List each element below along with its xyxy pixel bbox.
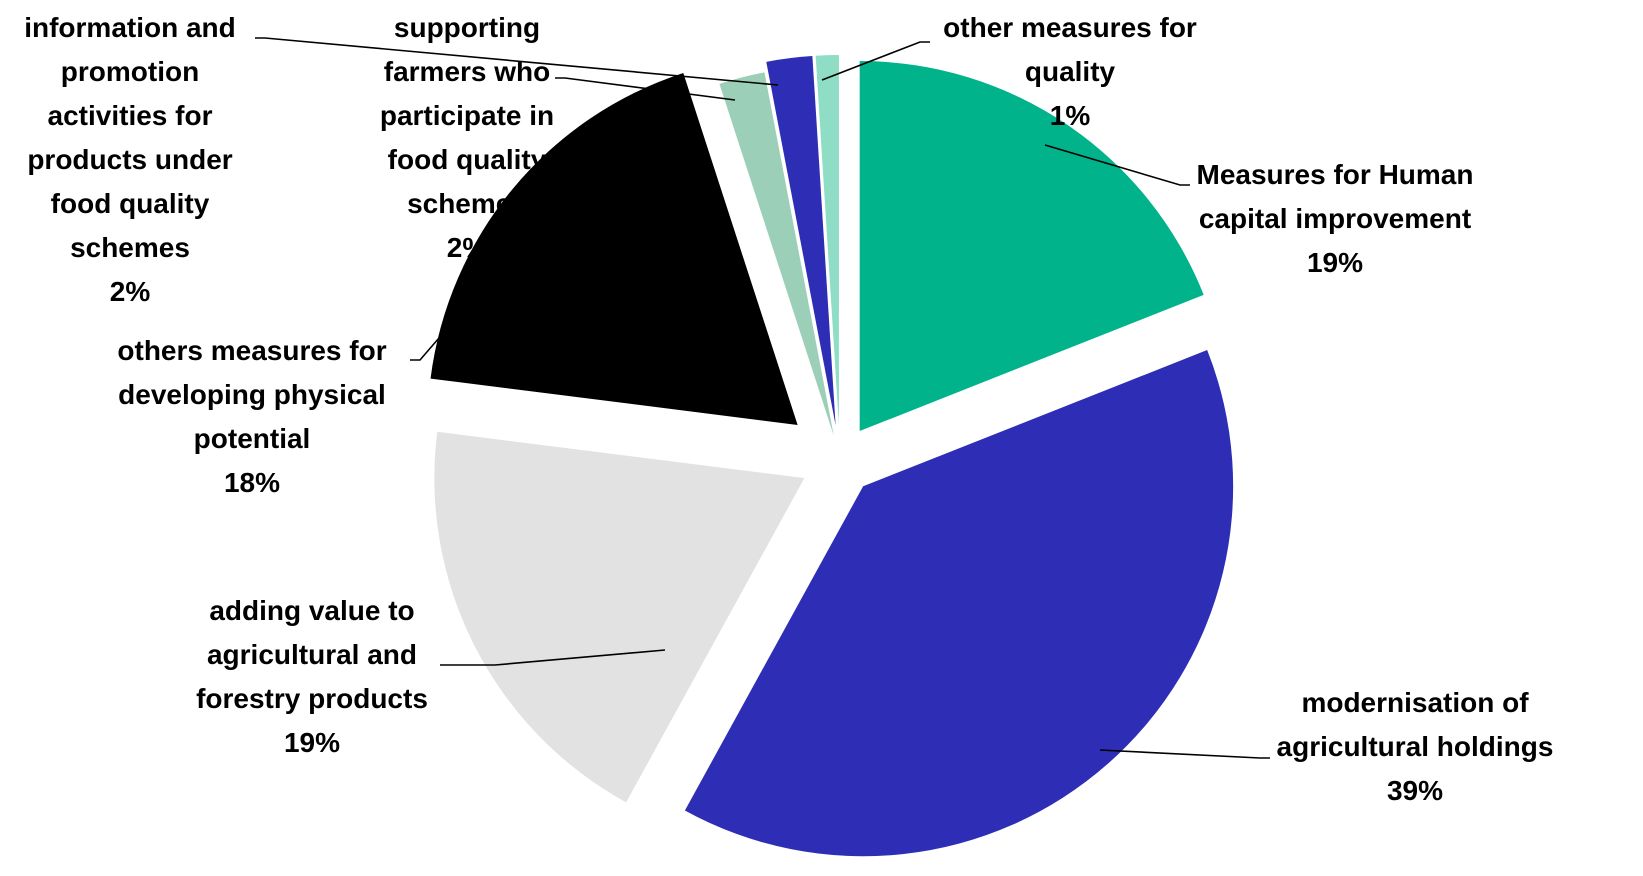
slice-label-line: quality <box>1025 56 1116 87</box>
leader-line-supporting-farmers <box>555 77 736 101</box>
slice-label-line: potential <box>194 423 311 454</box>
leader-line-adding-value <box>440 649 666 666</box>
slice-percent-label: 19% <box>284 727 340 758</box>
slice-label-line: products under <box>27 144 232 175</box>
pie-slice-other-quality <box>815 55 839 426</box>
leader-lines <box>255 37 1270 759</box>
slice-label-line: activities for <box>48 100 213 131</box>
leader-line-physical-potential <box>410 249 516 361</box>
slice-labels: Measures for Human capital improvement 19%… <box>24 12 1553 806</box>
slice-percent-label: 1% <box>1050 100 1091 131</box>
pie-slices <box>430 55 1234 857</box>
slice-label-line: participate in <box>380 100 554 131</box>
slice-label-line: modernisation of <box>1301 687 1529 718</box>
pie-slice-info-promotion <box>719 72 834 436</box>
pie-slice-supporting-farmers <box>766 56 836 426</box>
slice-percent-label: 18% <box>224 467 280 498</box>
slice-label-line: schemes <box>70 232 190 263</box>
pie-slice-human-capital <box>859 61 1204 432</box>
slice-label-line: farmers who <box>384 56 551 87</box>
leader-line-other-quality <box>821 41 930 81</box>
slice-label-line: developing physical <box>118 379 386 410</box>
slice-label-line: Measures for Human <box>1197 159 1474 190</box>
slice-label-adding-value: adding value to agricultural and forestry … <box>196 595 428 758</box>
pie-slice-modernisation <box>684 350 1234 857</box>
slice-percent-label: 2% <box>110 276 151 307</box>
slice-label-info-promotion: information and promotion activities for pr… <box>24 12 236 307</box>
leader-line-modernisation <box>1099 749 1270 759</box>
leader-line-human-capital <box>1044 144 1190 186</box>
slice-label-line: food quality <box>51 188 210 219</box>
slice-label-human-capital: Measures for Human capital improvement 19% <box>1197 159 1474 278</box>
slice-label-line: capital improvement <box>1199 203 1471 234</box>
slice-label-line: agricultural holdings <box>1277 731 1554 762</box>
slice-label-line: forestry products <box>196 683 428 714</box>
leader-line-info-promotion <box>255 37 779 86</box>
slice-label-line: agricultural and <box>207 639 417 670</box>
slice-percent-label: 19% <box>1307 247 1363 278</box>
slice-label-line: other measures for <box>943 12 1197 43</box>
slice-label-line: schemes <box>407 188 527 219</box>
slice-label-line: promotion <box>61 56 199 87</box>
slice-label-modernisation: modernisation of agricultural holdings 39% <box>1277 687 1554 806</box>
pie-slice-physical-potential <box>430 73 798 425</box>
slice-label-line: others measures for <box>117 335 386 366</box>
slice-label-line: supporting <box>394 12 540 43</box>
pie-slice-adding-value <box>434 431 805 803</box>
slice-label-line: food quality <box>388 144 547 175</box>
slice-label-physical-potential: others measures for developing physical po… <box>117 335 386 498</box>
slice-label-line: information and <box>24 12 236 43</box>
slice-label-line: adding value to <box>209 595 414 626</box>
slice-label-other-quality: other measures for quality 1% <box>943 12 1197 131</box>
slice-label-supporting-farmers: supporting farmers who participate in food … <box>380 12 554 263</box>
slice-percent-label: 39% <box>1387 775 1443 806</box>
slice-percent-label: 2% <box>447 232 488 263</box>
